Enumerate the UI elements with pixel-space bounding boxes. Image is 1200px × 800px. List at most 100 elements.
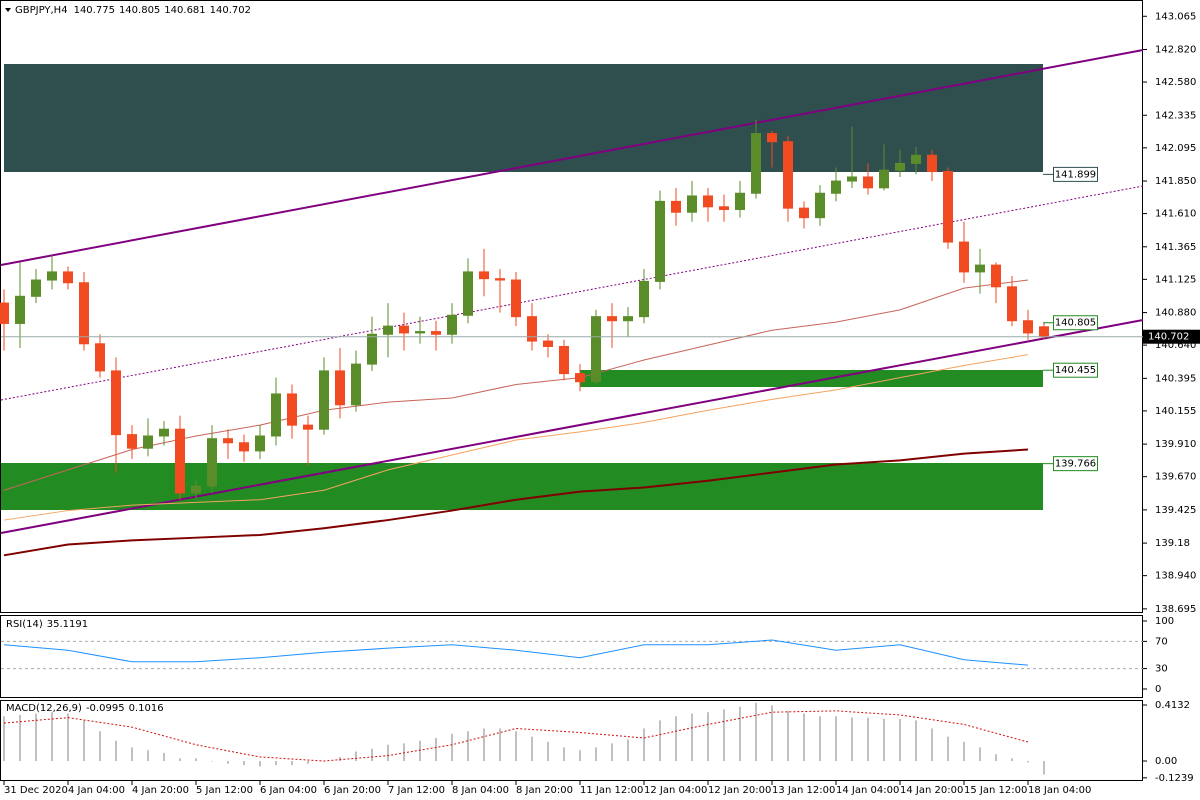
macd-current: -0.0995	[86, 703, 125, 714]
histogram-bar	[163, 752, 165, 762]
y-tick-label: 140.640	[1155, 340, 1196, 351]
level-box	[1053, 362, 1098, 378]
candle-body	[111, 370, 121, 436]
candle-body	[79, 282, 89, 345]
y-tick-label: 139.425	[1155, 505, 1196, 516]
candle-body	[927, 154, 937, 173]
histogram-bar	[899, 718, 901, 762]
candle-body	[127, 434, 137, 449]
candle-body	[63, 271, 73, 284]
macd-header: MACD(12,26,9) -0.0995 0.1016	[6, 703, 164, 714]
menu-arrow[interactable]	[5, 8, 11, 12]
histogram-bar	[1027, 761, 1029, 763]
y-tick-label: 140.155	[1155, 406, 1196, 417]
level-label: 140.455	[1055, 365, 1096, 376]
candle-body	[1039, 326, 1049, 338]
candle-body	[575, 373, 585, 383]
histogram-bar	[867, 717, 869, 762]
histogram-bar	[483, 728, 485, 762]
candle-body	[367, 333, 377, 365]
candle-body	[767, 133, 777, 143]
histogram-bar	[515, 731, 517, 762]
y-tick-label: 140.395	[1155, 373, 1196, 384]
candle-body	[399, 325, 409, 334]
candle-body	[527, 316, 537, 342]
histogram-bar	[771, 705, 773, 762]
histogram-bar	[291, 761, 293, 766]
x-tick-label: 18 Jan 04:00	[1028, 785, 1091, 796]
signal-line	[3, 710, 1029, 762]
histogram-bar	[547, 742, 549, 762]
histogram-bar	[803, 713, 805, 762]
candle-body	[271, 393, 281, 437]
histogram-bar	[115, 740, 117, 762]
level-label: 140.805	[1055, 318, 1096, 329]
histogram-bar	[643, 728, 645, 762]
candle-body	[783, 141, 793, 209]
y-tick-label: 141.610	[1155, 209, 1196, 220]
histogram-bar	[259, 761, 261, 767]
candle-body	[863, 176, 873, 189]
x-tick-label: 6 Jan 04:00	[260, 785, 317, 796]
histogram-bar	[179, 758, 181, 762]
candle-body	[0, 302, 9, 324]
candle-body	[719, 206, 729, 211]
histogram-bar	[371, 748, 373, 762]
candle-body	[975, 264, 985, 273]
y-tick-label: 0.4132	[1155, 700, 1190, 711]
histogram-bar	[723, 709, 725, 762]
candle-body	[655, 200, 665, 282]
candle-body	[543, 340, 553, 347]
histogram-bar	[227, 761, 229, 764]
candle-body	[15, 295, 25, 324]
candle-body	[383, 325, 393, 335]
moving-average	[3, 354, 1029, 521]
histogram-bar	[947, 736, 949, 762]
x-tick-label: 6 Jan 20:00	[324, 785, 381, 796]
x-tick-label: 4 Jan 20:00	[132, 785, 189, 796]
histogram-bar	[819, 716, 821, 762]
histogram-bar	[931, 728, 933, 762]
histogram-bar	[419, 740, 421, 762]
x-tick-label: 11 Jan 12:00	[580, 785, 643, 796]
y-tick-label: 138.695	[1155, 604, 1196, 615]
x-tick-label: 15 Jan 12:00	[964, 785, 1027, 796]
level-box	[1053, 166, 1098, 182]
y-tick-label: 142.335	[1155, 110, 1196, 121]
histogram-bar	[19, 714, 21, 762]
candle-body	[703, 195, 713, 208]
histogram-bar	[211, 761, 213, 762]
price-box	[1143, 329, 1200, 344]
x-tick-label: 8 Jan 20:00	[516, 785, 573, 796]
channel-lower	[0, 319, 1144, 534]
candle-body	[287, 393, 297, 426]
candle-body	[511, 279, 521, 318]
candle-body	[591, 316, 601, 383]
histogram-bar	[979, 747, 981, 762]
level-box	[1053, 456, 1098, 472]
histogram-bar	[835, 716, 837, 762]
rsi-line	[3, 639, 1029, 666]
candle-body	[623, 316, 633, 322]
candle-body	[735, 192, 745, 211]
histogram-bar	[739, 706, 741, 762]
candle-body	[751, 133, 761, 194]
histogram-bar	[339, 756, 341, 762]
histogram-bar	[99, 731, 101, 762]
y-tick-label: 143.065	[1155, 11, 1196, 22]
candle-body	[799, 207, 809, 219]
histogram-bar	[659, 720, 661, 762]
signal-current: 0.1016	[129, 703, 164, 714]
histogram-bar	[275, 761, 277, 766]
y-tick-label: 138.940	[1155, 571, 1196, 582]
level-label: 139.766	[1055, 459, 1096, 470]
candle-body	[959, 241, 969, 273]
x-tick-label: 14 Jan 20:00	[900, 785, 963, 796]
candle-body	[687, 195, 697, 213]
x-tick-label: 12 Jan 04:00	[644, 785, 707, 796]
chart-header: GBPJPY,H4 140.775 140.805 140.681 140.702	[15, 5, 251, 16]
y-tick-label: -0.1239	[1155, 773, 1194, 784]
y-tick-label: 139.18	[1155, 538, 1190, 549]
candle-body	[639, 280, 649, 318]
histogram-bar	[131, 747, 133, 762]
